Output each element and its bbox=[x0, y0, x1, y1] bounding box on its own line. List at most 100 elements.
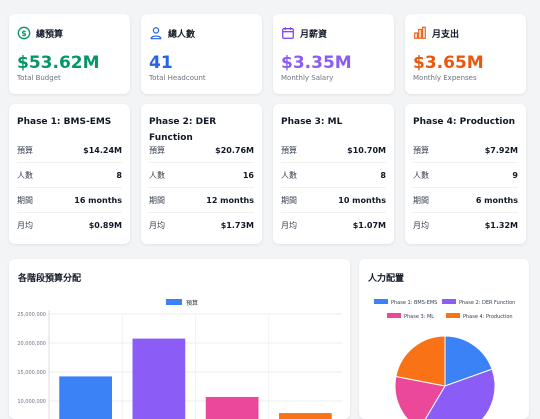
dollar-circle-icon: $ bbox=[17, 26, 31, 40]
kpi-subtitle: Total Budget bbox=[17, 74, 61, 82]
row-label: 預算 bbox=[413, 145, 429, 155]
phase-row-duration: 期間 6 months bbox=[413, 188, 518, 213]
y-tick-label: 15,000,000 bbox=[17, 370, 46, 376]
budget-chart-card: 各階段預算分配 預算 25,000,000 20,000,000 15,000,000… bbox=[9, 259, 350, 419]
kpi-title: 總人數 bbox=[168, 29, 196, 40]
row-label: 期間 bbox=[281, 195, 297, 205]
row-label: 預算 bbox=[149, 145, 165, 155]
kpi-value: $3.35M bbox=[281, 53, 352, 73]
phase-row-monthly-avg: 月均 $1.73M bbox=[149, 213, 254, 237]
phase-title: Phase 1: BMS-EMS bbox=[17, 117, 112, 127]
pie-slice bbox=[444, 335, 493, 387]
row-label: 月均 bbox=[149, 220, 165, 230]
row-value: $7.92M bbox=[484, 145, 518, 155]
kpi-card-total-budget: $ 總預算 $53.62M Total Budget bbox=[9, 14, 130, 94]
row-value: 12 months bbox=[206, 195, 254, 205]
row-value: $20.76M bbox=[215, 145, 254, 155]
phase-row-duration: 期間 10 months bbox=[281, 188, 386, 213]
kpi-value: $3.65M bbox=[413, 53, 484, 73]
legend-swatch bbox=[446, 313, 460, 318]
row-value: $1.32M bbox=[484, 220, 518, 230]
kpi-subtitle: Total Headcount bbox=[149, 74, 206, 82]
legend-label: 預算 bbox=[186, 299, 198, 307]
y-tick-label: 25,000,000 bbox=[17, 312, 46, 318]
row-label: 月均 bbox=[17, 220, 33, 230]
staff-chart-card: 人力配置 Phase 1: BMS-EMS Phase 2: DER Functi… bbox=[359, 259, 529, 419]
phase-row-headcount: 人數 16 bbox=[149, 163, 254, 188]
kpi-title: 月支出 bbox=[432, 29, 460, 40]
row-value: 10 months bbox=[338, 195, 386, 205]
legend-swatch bbox=[374, 299, 388, 304]
phase-row-headcount: 人數 8 bbox=[17, 163, 122, 188]
row-label: 人數 bbox=[149, 170, 165, 180]
phase-card-1: Phase 1: BMS-EMS 預算 $14.24M 人數 8 期間 16 mont… bbox=[9, 104, 130, 244]
bar bbox=[279, 413, 332, 419]
row-label: 人數 bbox=[281, 170, 297, 180]
bar-chart-icon bbox=[414, 26, 426, 39]
pie-slice bbox=[395, 335, 446, 387]
kpi-subtitle: Monthly Expenses bbox=[413, 74, 477, 82]
row-value: 6 months bbox=[475, 195, 518, 205]
phase-row-duration: 期間 16 months bbox=[17, 188, 122, 213]
chart-title: 人力配置 bbox=[368, 274, 405, 284]
phase-title: Phase 2: DER Function bbox=[149, 117, 217, 143]
phase-row-budget: 預算 $10.70M bbox=[281, 138, 386, 163]
legend-swatch bbox=[387, 313, 401, 318]
users-icon bbox=[150, 27, 162, 40]
kpi-title: 月薪資 bbox=[300, 29, 328, 40]
legend-swatch bbox=[166, 299, 182, 305]
y-tick-label: 20,000,000 bbox=[17, 341, 46, 347]
row-label: 月均 bbox=[281, 220, 297, 230]
row-value: $14.24M bbox=[83, 145, 122, 155]
row-label: 預算 bbox=[17, 145, 33, 155]
row-label: 人數 bbox=[413, 170, 429, 180]
legend-label: Phase 4: Production bbox=[463, 314, 513, 320]
legend-label: Phase 3: ML bbox=[404, 314, 434, 320]
legend-label: Phase 2: DER Function bbox=[459, 300, 515, 306]
phase-row-headcount: 人數 9 bbox=[413, 163, 518, 188]
phase-row-monthly-avg: 月均 $1.07M bbox=[281, 213, 386, 237]
phase-row-duration: 期間 12 months bbox=[149, 188, 254, 213]
phase-row-budget: 預算 $20.76M bbox=[149, 138, 254, 163]
row-value: 16 bbox=[242, 170, 254, 180]
calendar-icon bbox=[282, 27, 294, 39]
kpi-card-monthly-salary: 月薪資 $3.35M Monthly Salary bbox=[273, 14, 394, 94]
y-tick-label: 10,000,000 bbox=[17, 399, 46, 405]
row-value: 8 bbox=[116, 170, 122, 180]
phase-title: Phase 4: Production bbox=[413, 117, 516, 127]
phase-row-headcount: 人數 8 bbox=[281, 163, 386, 188]
row-value: $10.70M bbox=[347, 145, 386, 155]
row-label: 期間 bbox=[413, 195, 429, 205]
kpi-value: $53.62M bbox=[17, 53, 100, 73]
staff-pie-chart: Phase 1: BMS-EMS Phase 2: DER Function Pha… bbox=[374, 299, 515, 419]
row-value: 16 months bbox=[74, 195, 122, 205]
phase-card-3: Phase 3: ML 預算 $10.70M 人數 8 期間 10 months 月均… bbox=[273, 104, 394, 244]
legend-swatch bbox=[442, 299, 456, 304]
row-label: 期間 bbox=[149, 195, 165, 205]
row-value: $1.07M bbox=[352, 220, 386, 230]
row-label: 人數 bbox=[17, 170, 33, 180]
svg-text:$: $ bbox=[21, 29, 26, 38]
row-label: 月均 bbox=[413, 220, 429, 230]
kpi-card-monthly-expenses: 月支出 $3.65M Monthly Expenses bbox=[405, 14, 526, 94]
kpi-value: 41 bbox=[149, 53, 173, 73]
bar bbox=[205, 396, 259, 419]
kpi-title: 總預算 bbox=[36, 29, 64, 40]
phase-card-4: Phase 4: Production 預算 $7.92M 人數 9 期間 6 mon… bbox=[405, 104, 526, 244]
phase-row-budget: 預算 $7.92M bbox=[413, 138, 518, 163]
kpi-subtitle: Monthly Salary bbox=[281, 74, 334, 82]
budget-bar-chart: 預算 25,000,000 20,000,000 15,000,000 10,000,0… bbox=[17, 299, 342, 419]
phase-row-budget: 預算 $14.24M bbox=[17, 138, 122, 163]
phase-row-monthly-avg: 月均 $0.89M bbox=[17, 213, 122, 237]
row-value: 9 bbox=[512, 170, 518, 180]
chart-title: 各階段預算分配 bbox=[18, 274, 82, 284]
phase-card-2: Phase 2: DER Function 預算 $20.76M 人數 16 期間 1… bbox=[141, 104, 262, 244]
bar bbox=[132, 338, 186, 419]
phase-title: Phase 3: ML bbox=[281, 117, 343, 127]
bar bbox=[59, 376, 112, 419]
row-value: $0.89M bbox=[88, 220, 122, 230]
row-value: 8 bbox=[380, 170, 386, 180]
kpi-card-total-headcount: 總人數 41 Total Headcount bbox=[141, 14, 262, 94]
phase-row-monthly-avg: 月均 $1.32M bbox=[413, 213, 518, 237]
row-label: 期間 bbox=[17, 195, 33, 205]
